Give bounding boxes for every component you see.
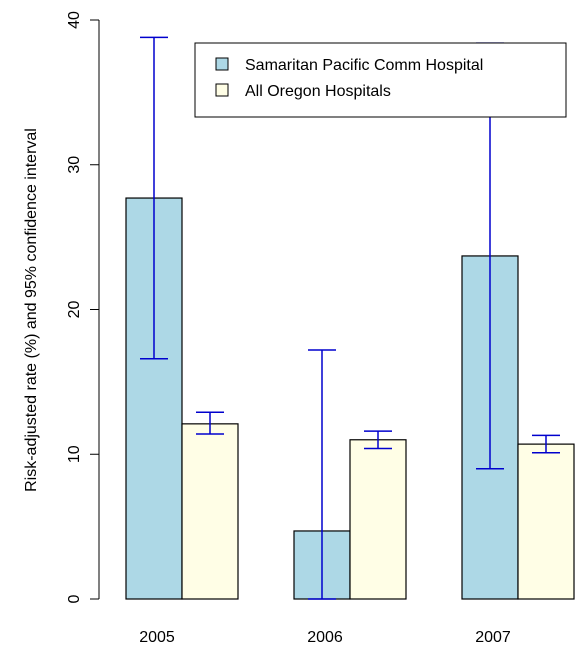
y-tick-label: 0 <box>66 594 83 603</box>
y-tick-label: 30 <box>66 156 83 174</box>
error-bar-2007-1 <box>532 434 560 454</box>
legend-label: Samaritan Pacific Comm Hospital <box>245 57 483 74</box>
x-axis: 2005 2006 2007 <box>139 629 511 646</box>
error-bar-2006-0 <box>308 349 336 600</box>
y-tick-label: 40 <box>66 11 83 29</box>
error-bars-group <box>140 36 560 600</box>
y-tick-label: 10 <box>66 445 83 463</box>
legend-box <box>194 42 567 118</box>
x-tick-label: 2006 <box>307 629 343 646</box>
error-bar-2005-0 <box>140 36 168 360</box>
y-axis: 0 10 20 30 40 <box>66 11 100 603</box>
error-bar-2006-1 <box>364 430 392 450</box>
y-tick-label: 20 <box>66 301 83 319</box>
legend: Samaritan Pacific Comm Hospital All Orego… <box>194 42 567 118</box>
bar-all-oregon-hospitals-2005 <box>181 423 239 600</box>
x-tick-label: 2007 <box>475 629 511 646</box>
bars-group <box>125 197 575 600</box>
bar-all-oregon-hospitals-2006 <box>349 439 407 600</box>
legend-swatch <box>215 83 229 97</box>
y-axis-label: Risk-adjusted rate (%) and 95% confidenc… <box>23 128 40 492</box>
legend-swatch <box>215 57 229 71</box>
bar-all-oregon-hospitals-2007 <box>517 443 575 600</box>
x-tick-label: 2005 <box>139 629 175 646</box>
legend-label: All Oregon Hospitals <box>245 83 391 100</box>
error-bar-2005-1 <box>196 411 224 435</box>
